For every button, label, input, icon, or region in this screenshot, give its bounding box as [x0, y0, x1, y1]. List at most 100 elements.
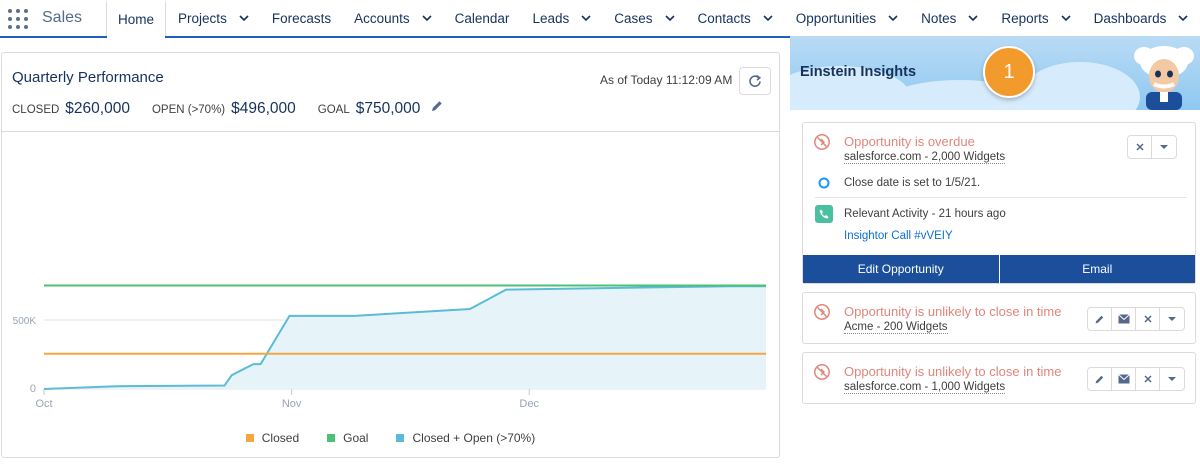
- activity-row: Relevant Activity - 21 hours ago: [815, 205, 1006, 223]
- app-name: Sales: [42, 9, 83, 26]
- performance-stats: CLOSED $260,000 OPEN (>70%) $496,000 GOA…: [12, 99, 444, 118]
- dismiss-button[interactable]: [1128, 136, 1152, 158]
- chevron-down-icon[interactable]: [239, 13, 249, 23]
- mail-icon: [1117, 314, 1130, 324]
- nav-tab-notes[interactable]: Notes: [909, 0, 989, 36]
- insight-actions: [1087, 367, 1185, 391]
- nav-tab-projects[interactable]: Projects: [166, 0, 260, 36]
- chevron-down-icon[interactable]: [763, 13, 773, 23]
- x-tick-label: Nov: [282, 398, 302, 410]
- warning-icon: [814, 134, 830, 150]
- x-tick-label: Dec: [519, 398, 539, 410]
- y-tick-label: 0: [30, 383, 36, 395]
- series-line-closed-open: [43, 285, 766, 390]
- area-fill-closed-open: [44, 286, 766, 389]
- legend-item: Goal: [327, 431, 368, 445]
- nav-tab-label: Dashboards: [1093, 10, 1167, 26]
- legend-label: Closed: [261, 431, 300, 445]
- refresh-button[interactable]: [739, 67, 771, 95]
- insight-subtitle[interactable]: salesforce.com - 2,000 Widgets: [844, 151, 1006, 164]
- chevron-down-icon[interactable]: [1178, 13, 1189, 23]
- close-date-text: Close date is set to 1/5/21.: [844, 177, 981, 189]
- dismiss-button[interactable]: [1136, 308, 1160, 330]
- nav-tab-home[interactable]: Home: [106, 0, 167, 38]
- nav-tab-cases[interactable]: Cases: [602, 0, 685, 36]
- nav-tab-accounts[interactable]: Accounts: [342, 0, 443, 36]
- open-label: OPEN (>70%): [151, 104, 226, 116]
- chevron-down-icon: [1168, 377, 1176, 381]
- email-button[interactable]: [1112, 308, 1136, 330]
- legend-swatch: [396, 434, 405, 442]
- activity-link[interactable]: Insightor Call #vVEIY: [844, 230, 953, 242]
- nav-tab-label: Cases: [614, 10, 653, 26]
- insight-title: Opportunity is overdue: [844, 134, 975, 149]
- warning-icon: [814, 364, 830, 380]
- legend-item: Closed: [245, 431, 300, 445]
- legend-label: Closed + Open (>70%): [412, 431, 536, 445]
- nav-tab-forecasts[interactable]: Forecasts: [260, 0, 342, 36]
- as-of-timestamp: As of Today 11:12:09 AM: [600, 73, 733, 87]
- app-launcher-icon[interactable]: [8, 9, 28, 29]
- closed-value: $260,000: [65, 100, 130, 117]
- chevron-down-icon: [1168, 317, 1176, 321]
- edit-opportunity-button[interactable]: Edit Opportunity: [803, 255, 1000, 283]
- nav-tab-reports[interactable]: Reports: [989, 0, 1081, 36]
- quarterly-performance-card: Quarterly Performance As of Today 11:12:…: [1, 52, 780, 458]
- close-icon: [1143, 315, 1152, 323]
- chevron-down-icon[interactable]: [968, 13, 978, 23]
- insight-subtitle[interactable]: Acme - 200 Widgets: [844, 321, 948, 334]
- einstein-title: Einstein Insights: [800, 64, 917, 80]
- more-actions-button[interactable]: [1152, 136, 1176, 158]
- legend-item: Closed + Open (>70%): [396, 431, 535, 445]
- nav-tab-calendar[interactable]: Calendar: [443, 0, 521, 36]
- edit-goal-button[interactable]: [430, 99, 444, 113]
- performance-chart: 0 500K Oct Nov Dec: [13, 284, 766, 410]
- chevron-down-icon[interactable]: [664, 13, 675, 23]
- global-nav: Sales Home Projects Forecasts Accounts Calen…: [0, 0, 1200, 38]
- mail-icon: [1117, 374, 1130, 384]
- phone-icon: [819, 209, 829, 219]
- chevron-down-icon: [1160, 145, 1168, 149]
- insight-actions: [1087, 307, 1185, 331]
- refresh-icon: [749, 74, 762, 87]
- nav-tab-dashboards[interactable]: Dashboards: [1082, 0, 1200, 36]
- closed-label: CLOSED: [12, 104, 60, 116]
- legend-swatch: [327, 434, 336, 442]
- insight-actions: [1127, 135, 1177, 159]
- chart-legend: Closed Goal Closed + Open (>70%): [2, 431, 779, 445]
- nav-tab-label: Notes: [921, 10, 957, 26]
- more-actions-button[interactable]: [1160, 368, 1184, 390]
- nav-tab-opportunities[interactable]: Opportunities: [784, 0, 909, 36]
- more-actions-button[interactable]: [1160, 308, 1184, 330]
- chevron-down-icon[interactable]: [888, 13, 898, 23]
- einstein-avatar-icon: [1134, 46, 1194, 110]
- insight-subtitle[interactable]: salesforce.com - 1,000 Widgets: [844, 381, 1006, 394]
- goal-value: $750,000: [355, 100, 421, 117]
- pencil-icon: [1095, 315, 1104, 323]
- nav-tab-label: Opportunities: [795, 10, 877, 26]
- card-divider: [2, 131, 779, 132]
- legend-swatch: [245, 434, 254, 442]
- circle-icon: [818, 177, 830, 189]
- insight-card-unlikely: Opportunity is unlikely to close in time…: [802, 352, 1196, 404]
- dismiss-button[interactable]: [1136, 368, 1160, 390]
- insight-action-bar: Edit Opportunity Email: [803, 255, 1195, 283]
- legend-label: Goal: [343, 431, 369, 445]
- insight-title: Opportunity is unlikely to close in time: [844, 304, 1062, 319]
- nav-tab-leads[interactable]: Leads: [520, 0, 602, 36]
- nav-tab-label: Calendar: [454, 10, 510, 26]
- insight-card-unlikely: Opportunity is unlikely to close in time…: [802, 292, 1196, 344]
- open-value: $496,000: [231, 100, 296, 117]
- close-icon: [1143, 375, 1152, 383]
- edit-button[interactable]: [1088, 308, 1112, 330]
- chevron-down-icon[interactable]: [422, 13, 432, 23]
- nav-tab-label: Home: [118, 12, 155, 27]
- chevron-down-icon[interactable]: [581, 13, 591, 23]
- edit-button[interactable]: [1088, 368, 1112, 390]
- close-date-row: Close date is set to 1/5/21.: [815, 174, 980, 192]
- email-button[interactable]: [1112, 368, 1136, 390]
- email-button[interactable]: Email: [999, 255, 1195, 283]
- nav-tab-contacts[interactable]: Contacts: [686, 0, 784, 36]
- chevron-down-icon[interactable]: [1061, 13, 1071, 23]
- card-title: Quarterly Performance: [12, 69, 164, 86]
